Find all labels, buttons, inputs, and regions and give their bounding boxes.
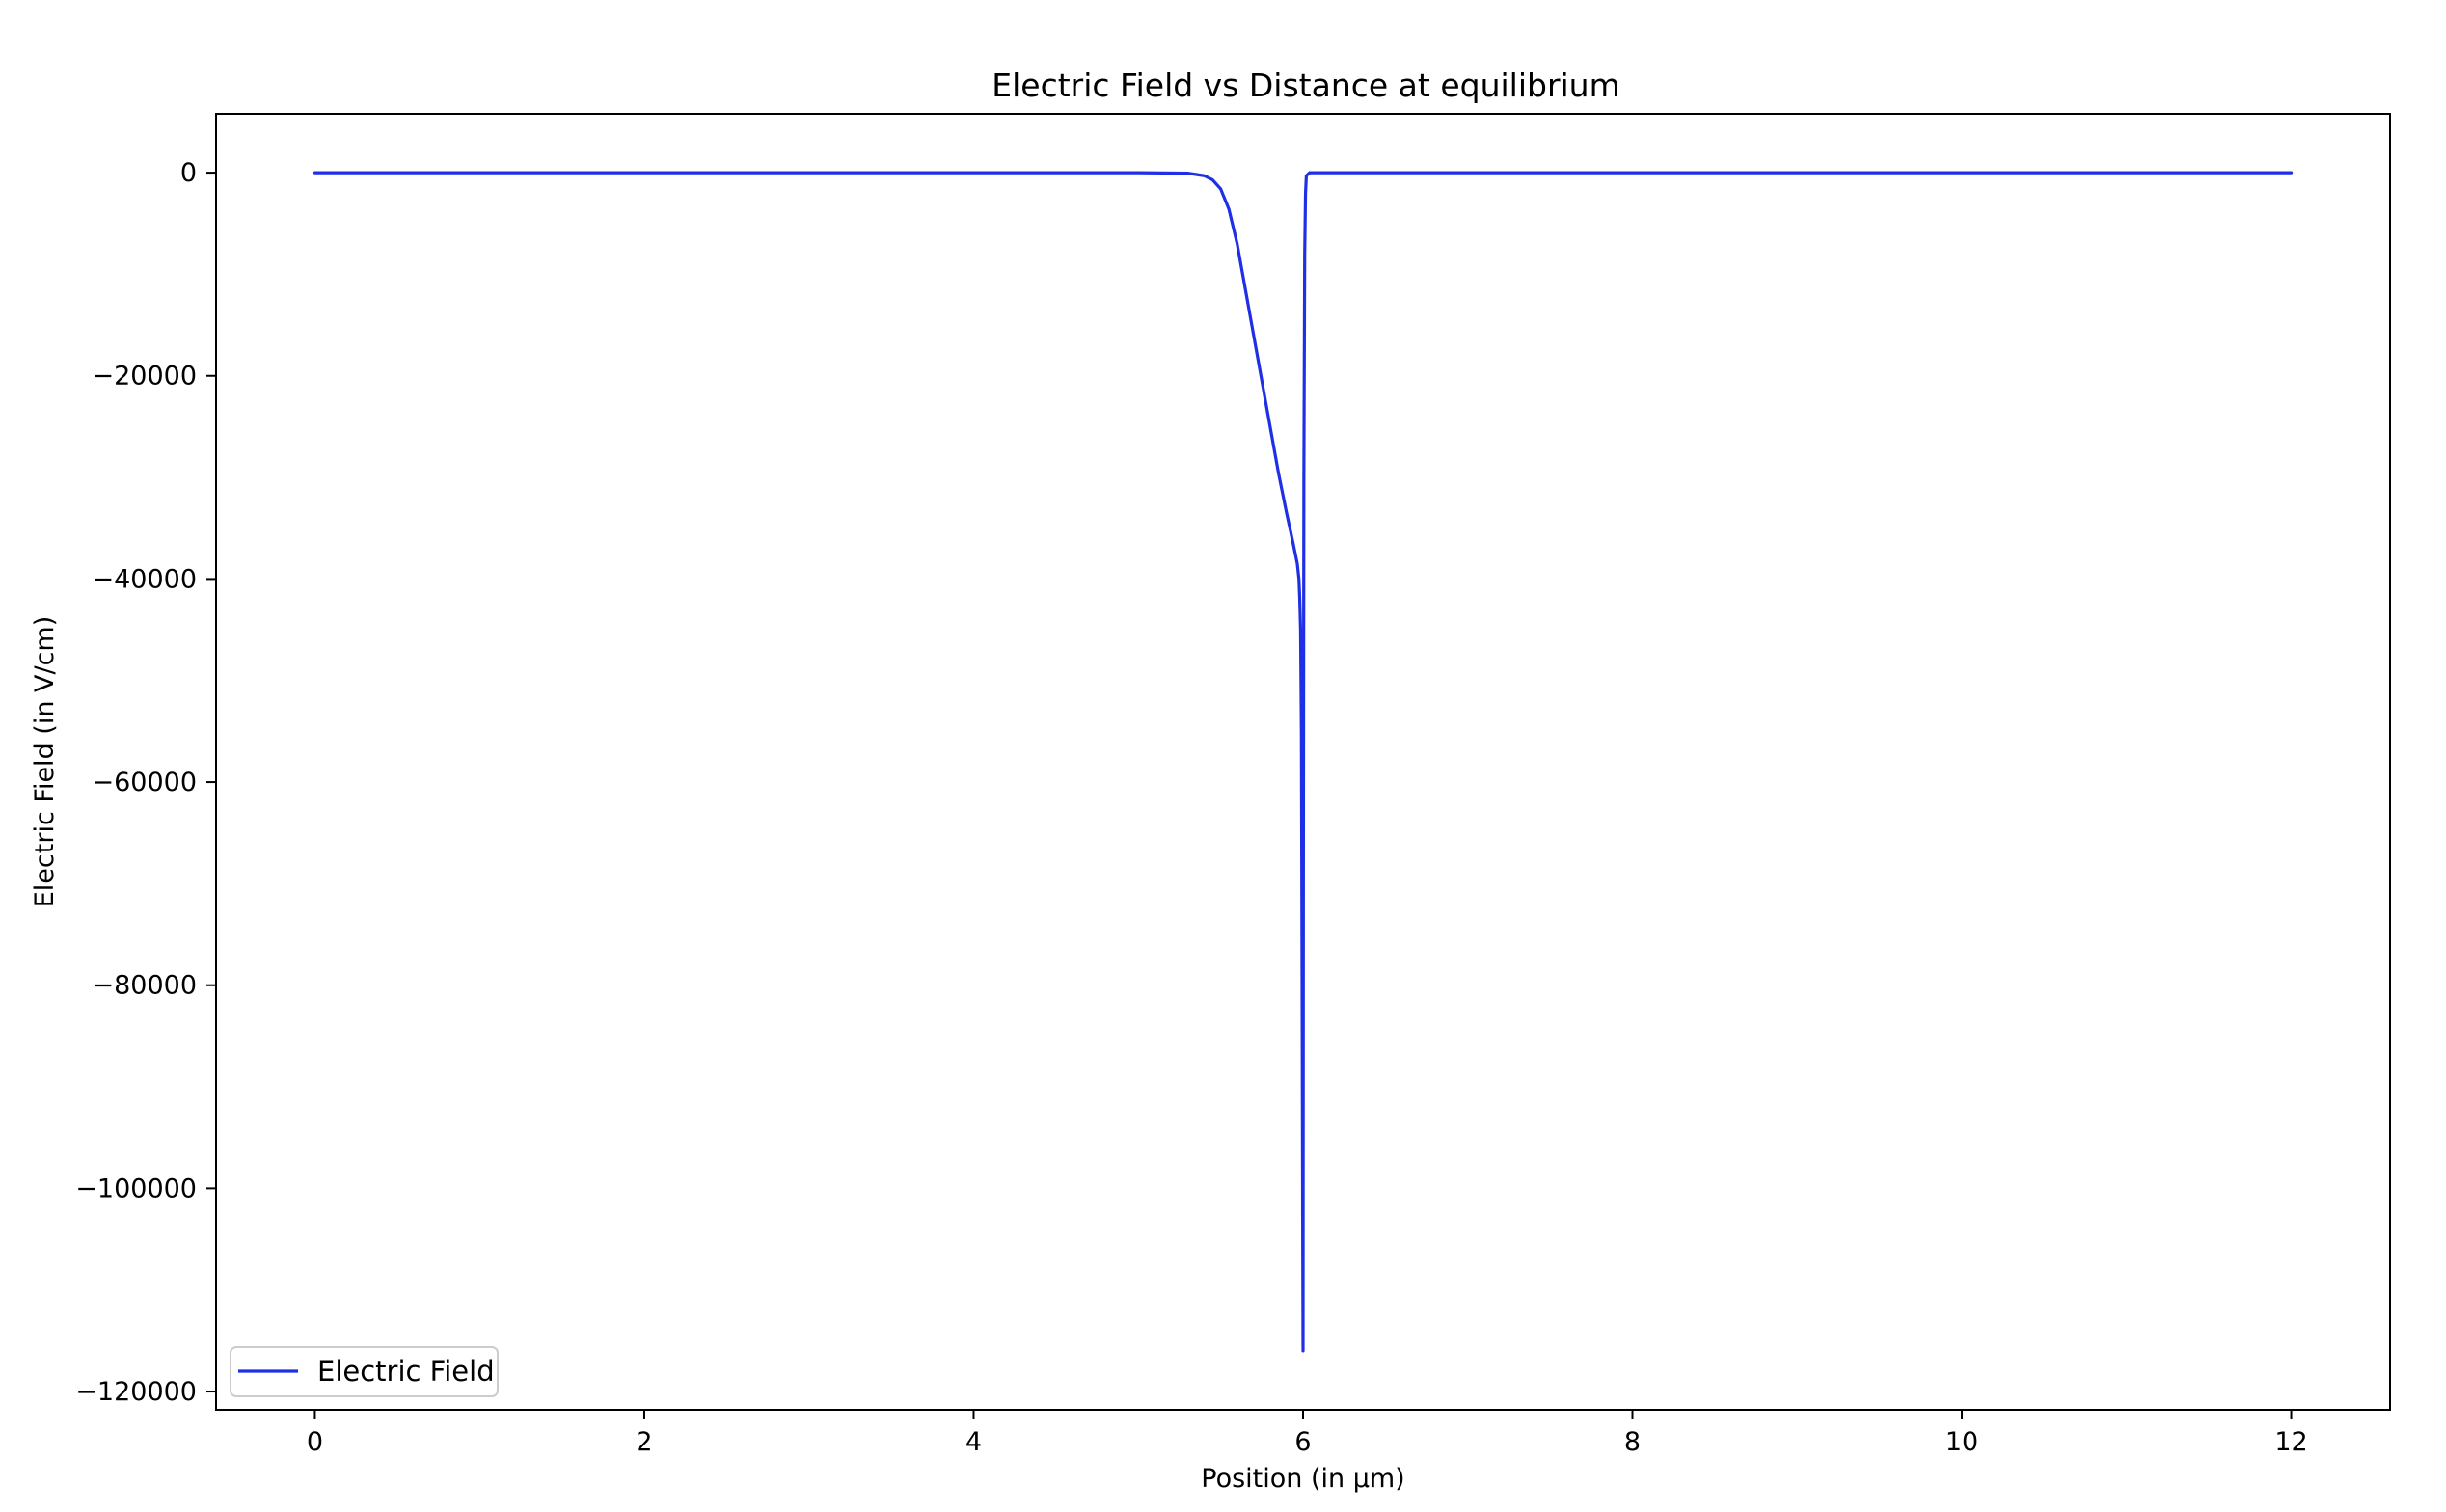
y-axis: 0 −20000 −40000 −60000 −80000 −100000 −120000 <box>75 158 216 1407</box>
legend-label-electric-field: Electric Field <box>317 1355 495 1388</box>
y-tick-label: −20000 <box>92 362 197 392</box>
legend-box <box>230 1346 499 1397</box>
plot-area <box>215 113 2391 1411</box>
y-tick-label: −100000 <box>75 1174 197 1203</box>
x-tick-label: 2 <box>636 1427 652 1457</box>
y-axis-label: Electric Field (in V/cm) <box>30 616 60 908</box>
x-axis: 0 2 4 6 8 10 12 <box>307 1410 2308 1457</box>
y-tick-label: −40000 <box>92 564 197 594</box>
chart-title: Electric Field vs Distance at equilibriu… <box>992 67 1620 104</box>
x-tick-label: 8 <box>1624 1427 1641 1457</box>
x-tick-label: 12 <box>2274 1427 2307 1457</box>
y-tick-label: −80000 <box>92 971 197 1001</box>
x-tick-label: 4 <box>965 1427 982 1457</box>
x-tick-label: 0 <box>307 1427 323 1457</box>
x-axis-label: Position (in µm) <box>1201 1464 1404 1494</box>
y-tick-label: −60000 <box>92 768 197 797</box>
x-tick-label: 6 <box>1294 1427 1311 1457</box>
legend: Electric Field <box>230 1346 499 1397</box>
y-tick-label: 0 <box>180 158 197 188</box>
x-tick-label: 10 <box>1945 1427 1978 1457</box>
y-tick-label: −120000 <box>75 1377 197 1407</box>
series-line-electric-field <box>313 171 2294 1353</box>
